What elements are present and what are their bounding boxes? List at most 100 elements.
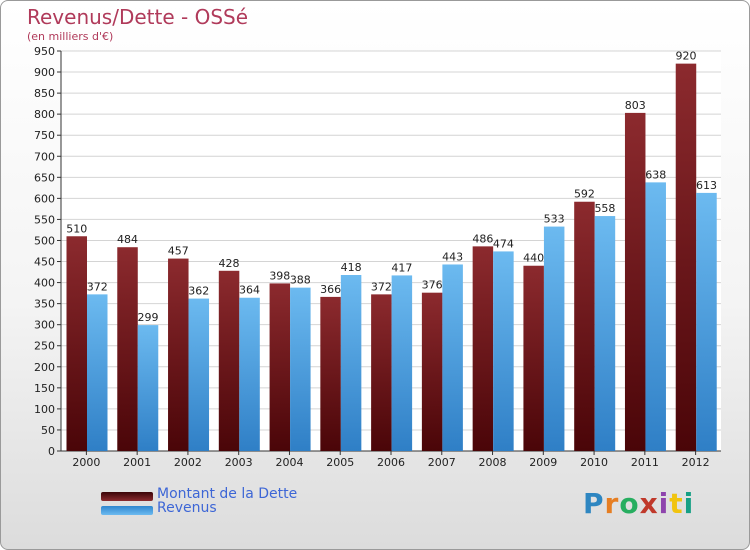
bar-revenus xyxy=(543,226,565,451)
y-tick-label: 200 xyxy=(34,361,55,374)
data-label-dette: 398 xyxy=(269,269,290,282)
y-tick-label: 400 xyxy=(34,277,55,290)
data-label-dette: 592 xyxy=(574,188,595,201)
bar-dette xyxy=(66,236,87,451)
x-tick-label: 2008 xyxy=(479,456,507,469)
data-label-revenus: 299 xyxy=(138,311,159,324)
data-label-dette: 486 xyxy=(472,232,493,245)
bar-dette xyxy=(218,270,240,451)
logo-letter: x xyxy=(639,487,659,520)
bar-revenus xyxy=(696,192,717,452)
bar-revenus xyxy=(239,297,260,451)
y-tick-label: 0 xyxy=(48,445,55,458)
data-label-revenus: 558 xyxy=(594,202,615,215)
bar-dette xyxy=(371,294,392,451)
data-label-dette: 428 xyxy=(219,257,240,270)
data-label-dette: 484 xyxy=(117,233,138,246)
y-tick-label: 50 xyxy=(41,424,55,437)
x-tick-label: 2010 xyxy=(580,456,608,469)
y-tick-label: 650 xyxy=(34,171,55,184)
logo-letter: t xyxy=(669,487,684,520)
data-label-revenus: 364 xyxy=(239,284,260,297)
data-label-revenus: 638 xyxy=(645,168,666,181)
bar-revenus xyxy=(137,325,159,451)
bar-revenus xyxy=(290,287,311,451)
y-tick-label: 850 xyxy=(34,87,55,100)
logo-letter: i xyxy=(658,487,670,520)
y-tick-label: 750 xyxy=(34,129,55,142)
bar-revenus xyxy=(87,294,108,451)
bar-revenus xyxy=(594,216,616,451)
bar-dette xyxy=(624,112,646,451)
bar-revenus xyxy=(340,275,362,451)
data-label-dette: 510 xyxy=(66,222,87,235)
x-tick-label: 2002 xyxy=(174,456,202,469)
data-label-revenus: 533 xyxy=(544,213,565,226)
bar-dette xyxy=(472,246,494,451)
y-tick-label: 100 xyxy=(34,403,55,416)
x-tick-label: 2000 xyxy=(72,456,100,469)
y-tick-label: 450 xyxy=(34,256,55,269)
y-tick-label: 900 xyxy=(34,66,55,79)
bar-dette xyxy=(168,258,189,451)
legend-swatch-revenus xyxy=(101,506,153,515)
x-tick-label: 2001 xyxy=(123,456,151,469)
data-label-dette: 920 xyxy=(675,50,696,63)
data-label-revenus: 443 xyxy=(442,250,463,263)
y-tick-label: 950 xyxy=(34,45,55,58)
bar-dette xyxy=(574,201,595,451)
data-label-dette: 376 xyxy=(422,279,443,292)
y-tick-label: 800 xyxy=(34,108,55,121)
x-tick-label: 2003 xyxy=(225,456,253,469)
data-label-revenus: 362 xyxy=(188,285,209,298)
chart-subtitle: (en milliers d'€) xyxy=(27,30,114,43)
data-label-revenus: 372 xyxy=(87,280,108,293)
legend-label-dette: Montant de la Dette xyxy=(157,486,298,502)
logo-letter: r xyxy=(604,487,620,520)
x-tick-label: 2004 xyxy=(275,456,303,469)
logo-letter: P xyxy=(583,487,605,520)
y-tick-label: 600 xyxy=(34,192,55,205)
data-label-revenus: 417 xyxy=(391,261,412,274)
data-label-dette: 457 xyxy=(168,245,189,258)
bar-revenus xyxy=(493,251,514,451)
chart-title: Revenus/Dette - OSSé xyxy=(27,5,249,29)
data-label-dette: 803 xyxy=(625,99,646,112)
data-label-dette: 372 xyxy=(371,280,392,293)
y-tick-label: 250 xyxy=(34,340,55,353)
y-tick-label: 550 xyxy=(34,213,55,226)
bar-revenus xyxy=(442,264,463,451)
data-label-revenus: 418 xyxy=(341,261,362,274)
legend-swatch-dette xyxy=(101,492,153,501)
proxiti-logo: Proxiti xyxy=(583,487,694,520)
bar-revenus xyxy=(645,182,666,452)
data-label-revenus: 388 xyxy=(290,274,311,287)
x-tick-label: 2005 xyxy=(326,456,354,469)
x-tick-label: 2012 xyxy=(682,456,710,469)
legend-label-revenus: Revenus xyxy=(157,500,217,516)
x-tick-label: 2007 xyxy=(428,456,456,469)
bar-dette xyxy=(675,63,697,451)
x-tick-label: 2006 xyxy=(377,456,405,469)
y-tick-label: 300 xyxy=(34,319,55,332)
y-tick-label: 150 xyxy=(34,382,55,395)
bar-dette xyxy=(320,296,341,451)
x-tick-label: 2009 xyxy=(529,456,557,469)
bar-revenus xyxy=(391,275,413,451)
bar-dette xyxy=(117,247,138,451)
data-label-dette: 440 xyxy=(523,252,544,265)
data-label-dette: 366 xyxy=(320,283,341,296)
logo-letter: i xyxy=(683,487,695,520)
y-tick-label: 350 xyxy=(34,298,55,311)
x-tick-label: 2011 xyxy=(631,456,659,469)
data-label-revenus: 613 xyxy=(696,179,717,192)
y-tick-label: 500 xyxy=(34,234,55,247)
bar-dette xyxy=(269,283,291,451)
bar-dette xyxy=(523,265,544,451)
y-tick-label: 700 xyxy=(34,150,55,163)
logo-letter: o xyxy=(619,487,640,520)
bar-dette xyxy=(421,292,443,451)
bar-revenus xyxy=(188,298,210,451)
